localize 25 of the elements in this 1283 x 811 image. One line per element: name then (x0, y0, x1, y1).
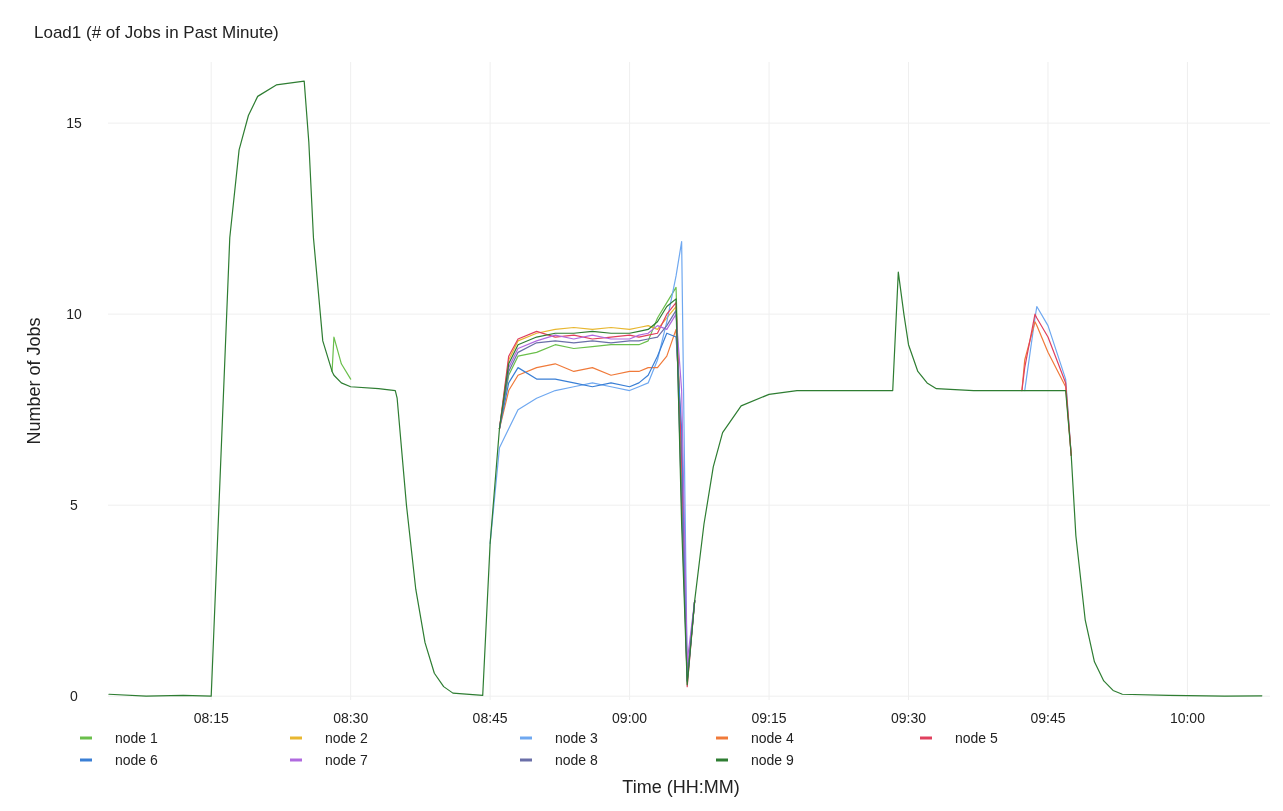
x-axis-title: Time (HH:MM) (622, 777, 740, 797)
chart-title: Load1 (# of Jobs in Past Minute) (34, 23, 279, 42)
x-tick-label: 09:45 (1030, 709, 1066, 726)
x-tick-label: 09:30 (890, 709, 927, 726)
x-tick-label: 09:15 (751, 709, 787, 726)
legend-label: node 3 (555, 729, 599, 746)
y-tick-label: 15 (66, 115, 82, 132)
x-tick-label: 09:00 (612, 709, 648, 726)
y-axis-title: Number of Jobs (24, 317, 44, 445)
line-series (108, 80, 1263, 697)
legend-label: node 4 (751, 729, 795, 746)
x-tick-label: 08:30 (333, 709, 369, 726)
x-tick-label: 08:45 (472, 709, 508, 726)
y-tick-label: 10 (66, 306, 82, 323)
legend-label: node 8 (555, 751, 599, 768)
y-tick-label: 0 (70, 688, 79, 705)
legend-label: node 7 (325, 751, 369, 768)
legend-label: node 1 (115, 729, 159, 746)
legend-label: node 2 (325, 729, 369, 746)
x-tick-label: 10:00 (1169, 709, 1206, 726)
legend-label: node 5 (955, 729, 999, 746)
x-tick-label: 08:15 (193, 709, 229, 726)
legend-label: node 9 (751, 751, 795, 768)
y-tick-label: 5 (70, 497, 79, 514)
legend-label: node 6 (115, 751, 159, 768)
